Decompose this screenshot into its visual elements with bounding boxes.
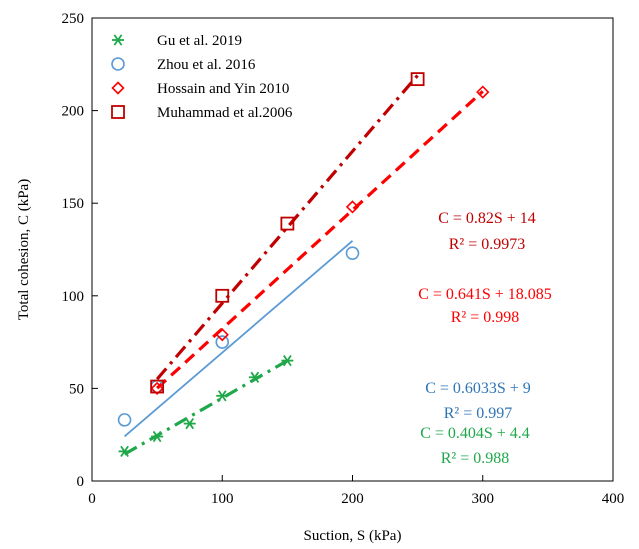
legend-label: Gu et al. 2019 [157,33,242,49]
data-point-s4-4 [410,72,425,87]
data-point-s4-1 [150,379,165,394]
legend-marker-square [111,105,125,119]
x-axis-title: Suction, S (kPa) [304,528,402,544]
legend-label: Hossain and Yin 2010 [157,81,289,97]
axes: 0 100 200 300 400 0 50 100 150 200 250 Suction, S (… [16,11,624,544]
data-point-s1-2 [151,430,164,443]
r-squared-label: R² = 0.9973 [449,236,526,253]
legend-marker-asterisk [112,34,124,46]
legend-marker-diamond [111,81,125,95]
equation-label: C = 0.6033S + 9 [425,380,531,397]
data-point-s1-1 [118,445,131,457]
equation-label: C = 0.404S + 4.4 [420,425,530,442]
legend-item-2: Zhou et al. 2016 [111,57,256,73]
data-point-s1-6 [281,355,294,367]
legend-label: Zhou et al. 2016 [157,57,256,73]
equation-label: C = 0.641S + 18.085 [418,286,552,303]
y-tick-label: 150 [62,196,85,212]
data-point-s2-3 [215,335,230,349]
data-point-s4-2 [215,288,230,303]
data-point-s4-3 [280,216,295,231]
data-point-s2-1 [117,413,132,427]
y-tick-label: 50 [69,381,84,397]
x-tick-label: 300 [472,491,495,507]
data-point-s3-2 [215,328,229,342]
x-tick-label: 200 [341,491,364,507]
x-tick-label: 100 [211,491,234,507]
r-squared-label: R² = 0.997 [444,405,513,422]
legend-item-4: Muhammad et al.2006 [111,105,293,121]
marker-layer [117,72,490,457]
legend-item-3: Hossain and Yin 2010 [111,81,289,97]
data-point-s1-4 [216,390,229,402]
equation-label: C = 0.82S + 14 [438,210,536,227]
equation-annotations: C = 0.82S + 14 R² = 0.9973 C = 0.641S + 18… [418,210,552,467]
data-point-s1-3 [183,417,196,430]
x-tick-label: 0 [88,491,96,507]
data-point-s3-3 [345,200,360,214]
legend-marker-circle [111,57,125,71]
trendline-3 [156,90,484,390]
x-tick-label: 400 [602,491,625,507]
r-squared-label: R² = 0.988 [441,450,510,467]
trendline-layer [123,74,484,456]
y-tick-label: 200 [62,104,85,120]
data-point-s1-5 [248,371,261,383]
legend-label: Muhammad et al.2006 [157,105,293,121]
r-squared-label: R² = 0.998 [451,309,520,326]
legend: Gu et al. 2019 Zhou et al. 2016 Hossain an… [111,33,293,121]
y-tick-label: 100 [62,289,85,305]
data-point-s2-4 [345,246,360,261]
data-point-s3-1 [150,381,164,396]
y-axis-title: Total cohesion, C (kPa) [16,179,32,320]
trendline-1 [123,359,289,456]
y-tick-label: 0 [77,474,85,490]
legend-item-1: Gu et al. 2019 [112,33,242,49]
data-point-s3-4 [476,85,490,99]
trendline-2 [123,240,354,438]
y-tick-label: 250 [62,11,85,27]
trendline-4 [155,74,419,381]
